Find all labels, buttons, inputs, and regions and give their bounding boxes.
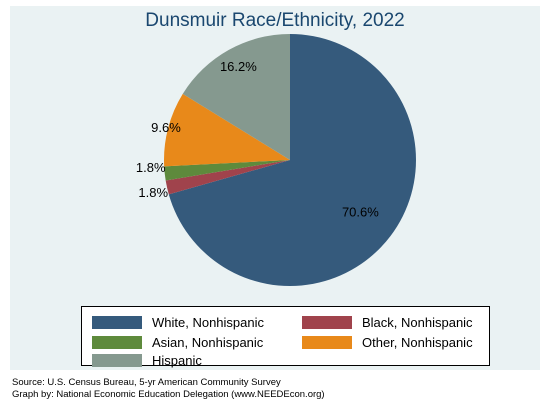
legend-item-asian: Asian, Nonhispanic xyxy=(92,333,263,351)
legend-label-white: White, Nonhispanic xyxy=(152,314,264,330)
legend-item-black: Black, Nonhispanic xyxy=(302,313,473,331)
legend-swatch-hispanic xyxy=(92,353,142,367)
slice-label-4: 16.2% xyxy=(220,59,257,74)
legend-label-black: Black, Nonhispanic xyxy=(362,314,473,330)
graph-credit: Graph by: National Economic Education De… xyxy=(12,389,325,400)
pie-slice-other-nonhispanic xyxy=(164,93,290,167)
source-note: Source: U.S. Census Bureau, 5-yr America… xyxy=(12,377,281,388)
slice-label-1: 1.8% xyxy=(138,185,168,200)
chart-area: Dunsmuir Race/Ethnicity, 2022 70.6% 1.8% 1… xyxy=(10,6,540,296)
pie-chart: 70.6% 1.8% 1.8% 9.6% 16.2% xyxy=(136,33,416,286)
slice-label-3: 9.6% xyxy=(151,120,181,135)
legend-area: White, Nonhispanic Black, Nonhispanic As… xyxy=(10,296,540,370)
legend-swatch-other xyxy=(302,335,352,349)
legend: White, Nonhispanic Black, Nonhispanic As… xyxy=(81,306,490,369)
pie-slice-asian-nonhispanic xyxy=(164,160,290,181)
pie-slice-black-nonhispanic xyxy=(165,160,290,195)
legend-swatch-asian xyxy=(92,335,142,349)
legend-label-other: Other, Nonhispanic xyxy=(362,334,473,350)
chart-footer: Source: U.S. Census Bureau, 5-yr America… xyxy=(12,377,325,401)
legend-item-hispanic: Hispanic xyxy=(92,351,202,369)
legend-item-other: Other, Nonhispanic xyxy=(302,333,473,351)
slice-label-0: 70.6% xyxy=(342,205,379,220)
legend-item-white: White, Nonhispanic xyxy=(92,313,264,331)
pie-slice-white-nonhispanic xyxy=(168,34,416,286)
legend-label-asian: Asian, Nonhispanic xyxy=(152,334,264,350)
legend-label-hispanic: Hispanic xyxy=(152,352,202,368)
slice-label-2: 1.8% xyxy=(136,160,166,175)
chart-title: Dunsmuir Race/Ethnicity, 2022 xyxy=(145,10,405,31)
legend-swatch-white xyxy=(92,315,142,329)
pie-slice-hispanic xyxy=(182,33,290,160)
legend-swatch-black xyxy=(302,315,352,329)
